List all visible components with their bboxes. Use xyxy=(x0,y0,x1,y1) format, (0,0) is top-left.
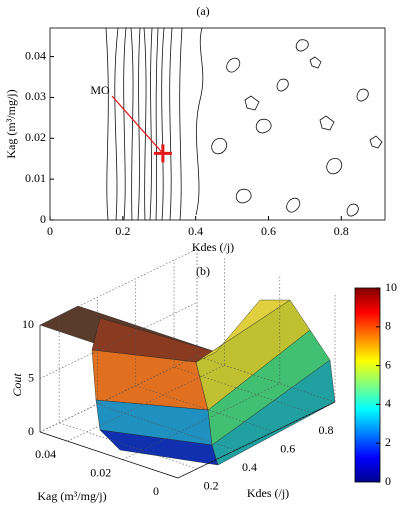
y-tick-label: 0.02 xyxy=(90,465,111,479)
grid-line xyxy=(39,248,198,326)
colorbar-tick-label: 8 xyxy=(385,319,391,333)
y-tick-label: 0.04 xyxy=(25,48,46,62)
x-tick-label: 0.4 xyxy=(242,460,257,474)
x-axis-label: Kdes (/j) xyxy=(192,240,234,254)
grid-line xyxy=(67,258,225,442)
grid-line xyxy=(177,295,336,479)
x-tick-label: 0.6 xyxy=(280,441,295,455)
grid-line xyxy=(39,302,198,379)
optimum-marker xyxy=(153,144,172,163)
y-tick-label: 0.01 xyxy=(25,171,46,185)
colorbar-tick-label: 0 xyxy=(385,474,391,488)
y-axis-label: Kag (m³/mg/j) xyxy=(37,489,106,503)
x-tick-label: 0.2 xyxy=(115,224,130,238)
x-axis-label: Kdes (/j) xyxy=(247,486,289,500)
y-tick-label: 0.02 xyxy=(25,130,46,144)
z-tick-label: 5 xyxy=(28,370,34,384)
z-tick-label: 10 xyxy=(22,317,34,331)
x-tick-label: 0 xyxy=(47,224,53,238)
y-tick-label: 0.04 xyxy=(35,447,56,461)
panel-title: (a) xyxy=(196,4,209,18)
colorbar-tick-label: 6 xyxy=(385,357,391,371)
x-tick-label: 0.6 xyxy=(261,224,276,238)
colorbar-tick-label: 2 xyxy=(385,435,391,449)
annotation: MO xyxy=(90,83,110,97)
colorbar-tick-label: 4 xyxy=(385,396,391,410)
colorbar-tick-label: 10 xyxy=(385,280,397,294)
contour-lines xyxy=(105,27,383,221)
panel-title: (b) xyxy=(196,264,210,278)
y-axis-label: Kag (m³/mg/j) xyxy=(4,89,18,158)
x-tick-label: 0.2 xyxy=(204,478,219,492)
y-tick-label: 0 xyxy=(40,212,46,226)
x-tick-label: 0.8 xyxy=(319,423,334,437)
grid-line xyxy=(39,355,198,433)
surface xyxy=(39,299,336,466)
y-axis xyxy=(39,431,179,479)
x-tick-label: 0.4 xyxy=(188,224,203,238)
grid-line xyxy=(122,276,281,460)
z-axis-label: Cout xyxy=(10,373,24,397)
annotation-arrow xyxy=(111,95,164,154)
colorbar xyxy=(354,287,381,483)
y-tick-label: 0.03 xyxy=(25,89,46,103)
plot-frame xyxy=(49,27,386,221)
y-tick-label: 0 xyxy=(153,484,159,498)
x-tick-label: 0.8 xyxy=(334,224,349,238)
z-tick-label: 0 xyxy=(28,424,34,438)
